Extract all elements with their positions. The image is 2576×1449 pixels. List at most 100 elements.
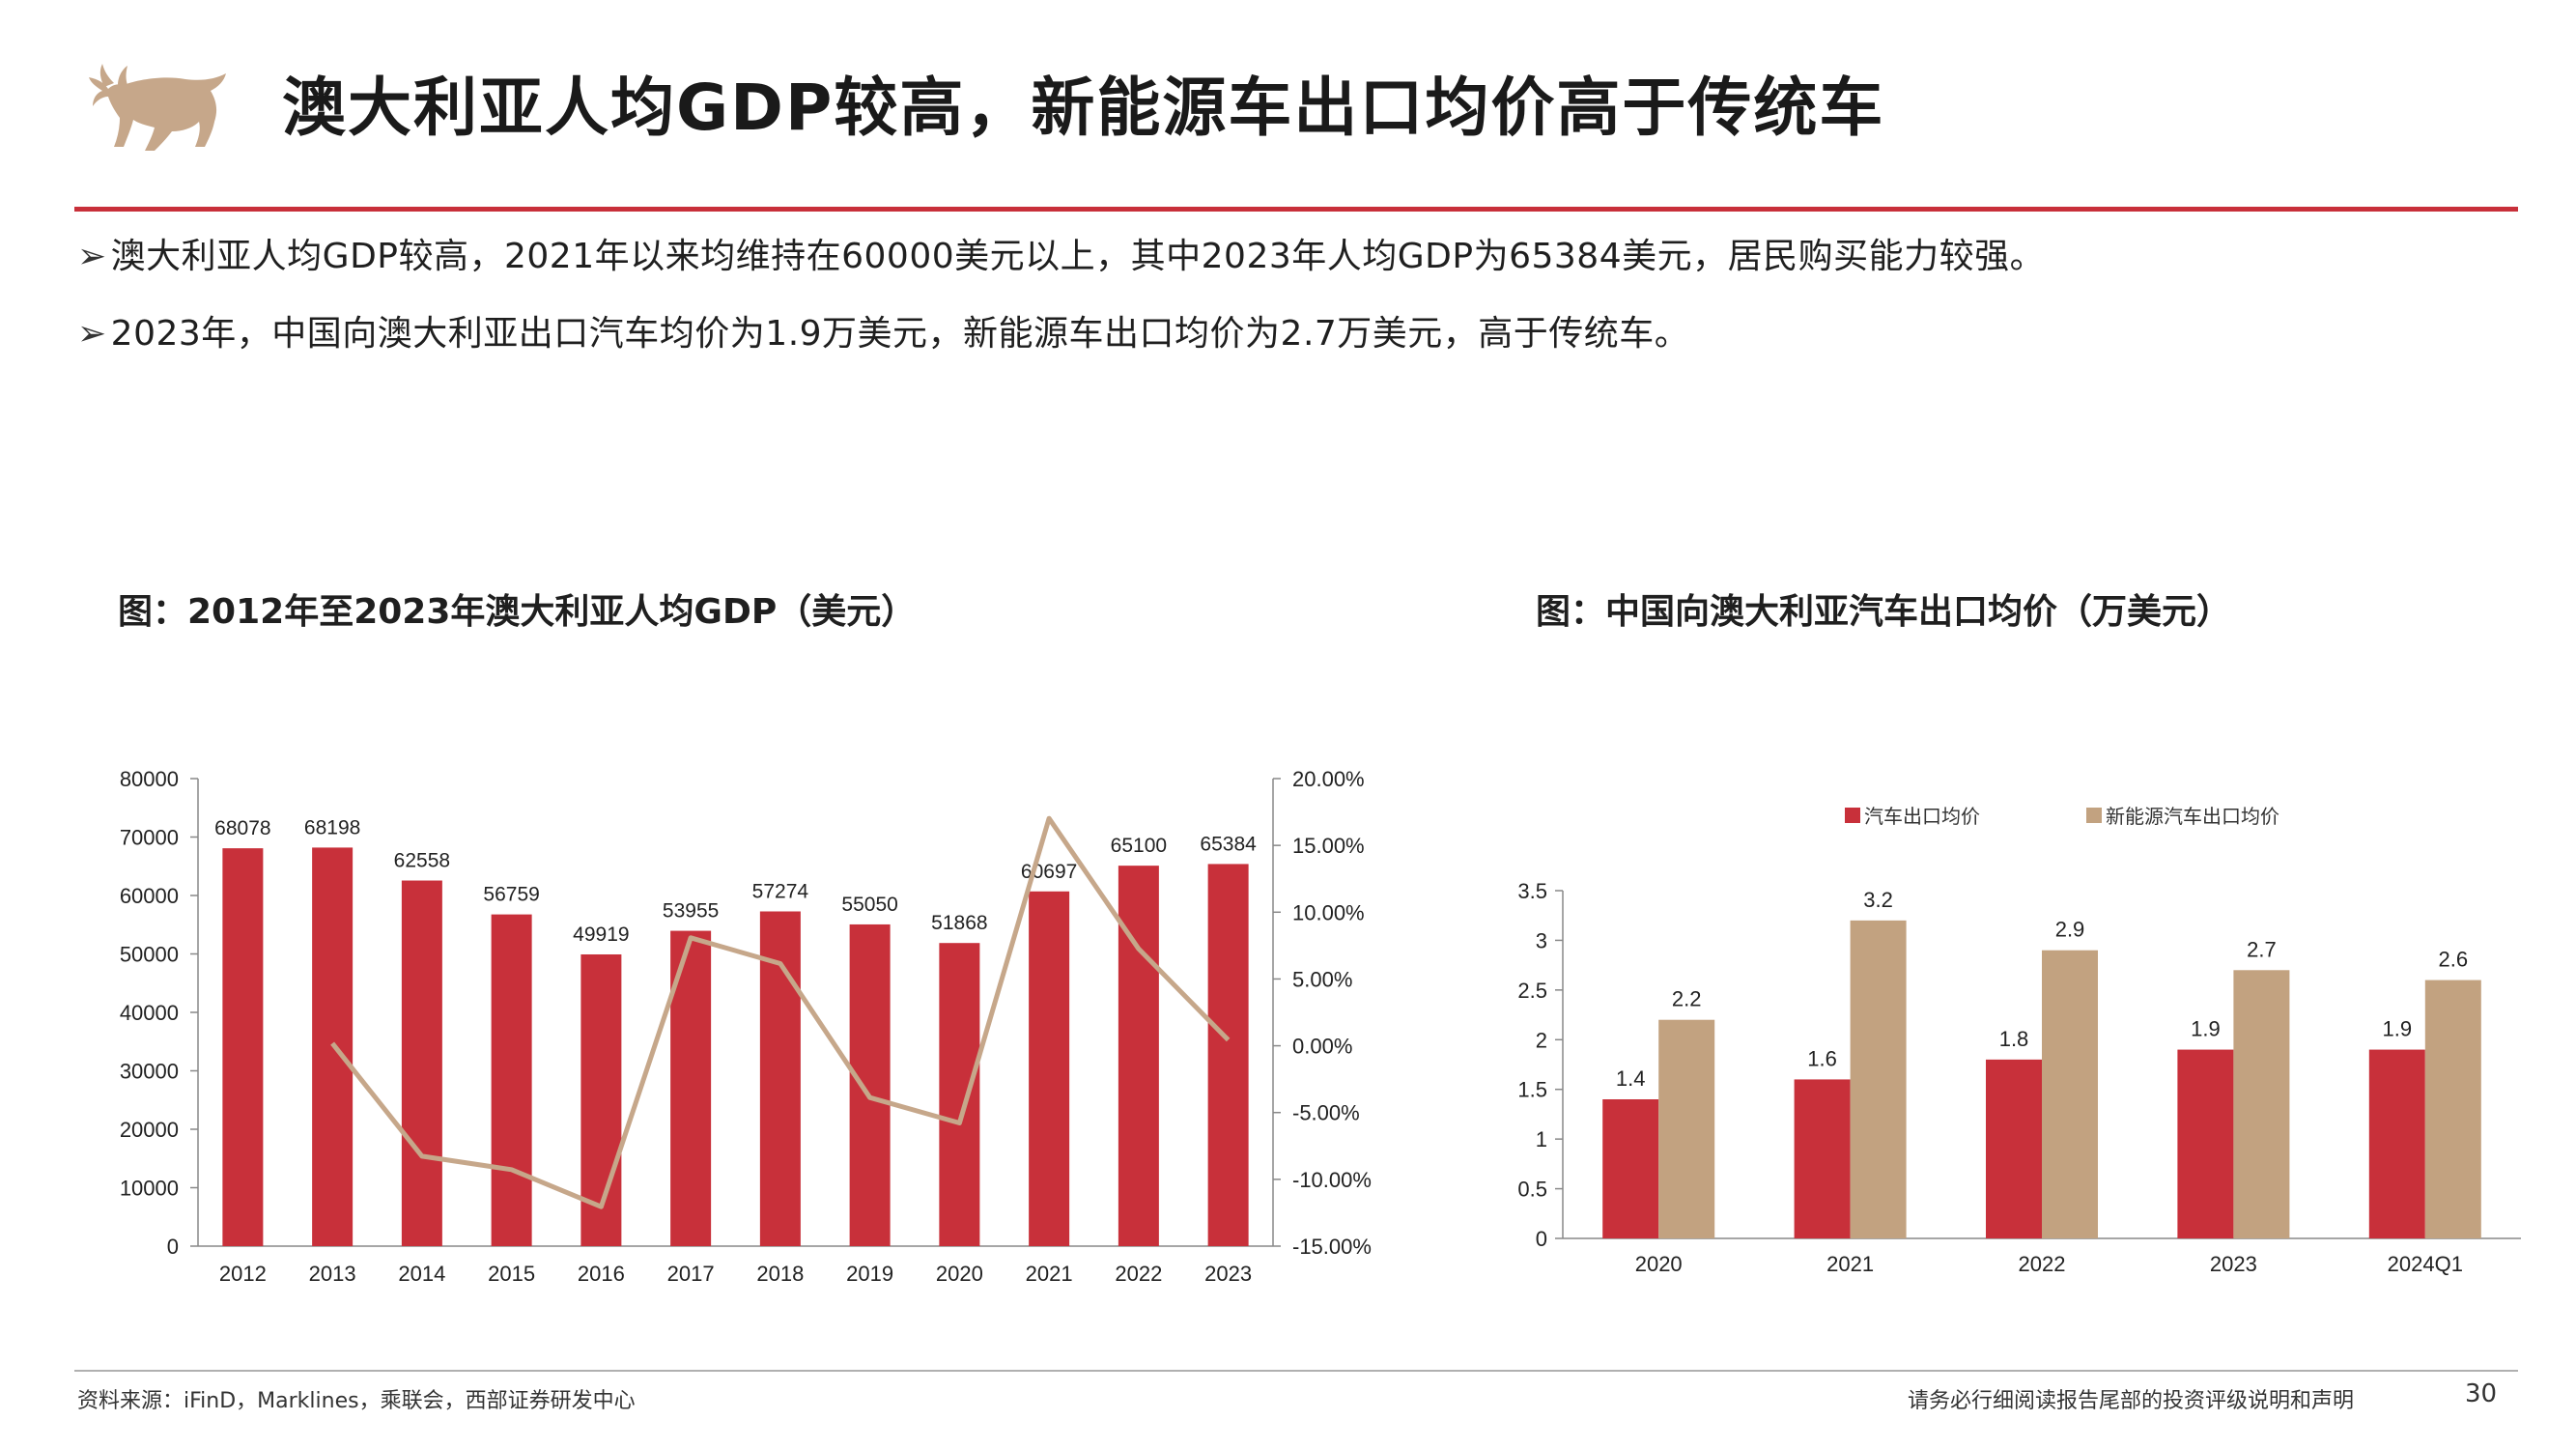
legend-label-2: 新能源汽车出口均价 [2106, 806, 2279, 828]
y-tick-label: 1.5 [1517, 1078, 1547, 1102]
bar [491, 914, 532, 1246]
bar-series-1 [1794, 1079, 1851, 1238]
data-label: 68078 [214, 817, 270, 839]
source-note: 资料来源：iFinD，Marklines，乘联会，西部证券研发中心 [77, 1389, 636, 1413]
y-tick-label-left: 30000 [120, 1060, 179, 1084]
data-label: 56759 [483, 884, 539, 906]
bar-series-2 [2424, 980, 2481, 1238]
y-tick-label-right: -15.00% [1292, 1235, 1372, 1259]
y-tick-label-right: 15.00% [1292, 834, 1365, 858]
data-label: 55050 [841, 894, 897, 916]
data-label: 65384 [1200, 833, 1257, 855]
data-label: 51868 [931, 912, 987, 934]
bar-series-2 [2042, 950, 2098, 1238]
x-tick-label: 2021 [1826, 1252, 1874, 1276]
x-tick-label: 2013 [309, 1262, 356, 1286]
y-tick-label-right: 10.00% [1292, 900, 1365, 924]
data-label: 57274 [752, 880, 809, 902]
growth-line [330, 815, 1231, 1209]
bull-icon [89, 64, 226, 151]
data-label: 3.2 [1863, 888, 1893, 912]
bullet-1: ➢ 澳大利亚人均GDP较高，2021年以来均维持在60000美元以上，其中2023… [77, 228, 2045, 278]
y-tick-label-right: -5.00% [1292, 1101, 1360, 1125]
bar-series-1 [2177, 1049, 2234, 1238]
legend-label-1: 汽车出口均价 [1864, 806, 1980, 828]
data-label: 1.4 [1616, 1066, 1646, 1091]
data-label: 1.9 [2383, 1017, 2413, 1041]
x-tick-label: 2018 [756, 1262, 804, 1286]
y-tick-label: 3.5 [1517, 879, 1547, 903]
bar [849, 923, 891, 1246]
x-tick-label: 2020 [1635, 1252, 1683, 1276]
data-label: 1.8 [1999, 1027, 2029, 1051]
y-tick-label-right: 20.00% [1292, 767, 1365, 791]
legend-swatch-2 [2086, 808, 2102, 823]
bullet-text: 2023年，中国向澳大利亚出口汽车均价为1.9万美元，新能源车出口均价为2.7万… [110, 314, 1690, 354]
bar [401, 880, 442, 1246]
x-tick-label: 2016 [578, 1262, 625, 1286]
x-tick-label: 2024Q1 [2388, 1252, 2463, 1276]
y-tick-label: 0.5 [1517, 1178, 1547, 1202]
chart-2-title: 图：中国向澳大利亚汽车出口均价（万美元） [1536, 592, 2232, 632]
x-tick-label: 2012 [219, 1262, 267, 1286]
x-tick-label: 2017 [667, 1262, 715, 1286]
y-tick-label-right: -10.00% [1292, 1168, 1372, 1192]
bullet-arrow-icon: ➢ [77, 237, 107, 276]
x-tick-label: 2015 [488, 1262, 535, 1286]
data-label: 68198 [304, 816, 360, 838]
footer-divider [74, 1370, 2518, 1372]
bar-series-2 [1658, 1019, 1715, 1238]
x-tick-label: 2014 [398, 1262, 445, 1286]
y-tick-label-right: 5.00% [1292, 967, 1352, 991]
y-tick-label-left: 40000 [120, 1001, 179, 1025]
y-tick-label: 1 [1536, 1127, 1547, 1151]
bar [222, 848, 264, 1246]
data-label: 53955 [663, 900, 719, 923]
data-label: 2.6 [2439, 948, 2469, 972]
x-tick-label: 2022 [1115, 1262, 1162, 1286]
x-tick-label: 2020 [936, 1262, 983, 1286]
y-tick-label-right: 0.00% [1292, 1035, 1352, 1059]
bullet-2: ➢ 2023年，中国向澳大利亚出口汽车均价为1.9万美元，新能源车出口均价为2.7… [77, 305, 1689, 355]
x-tick-label: 2023 [2210, 1252, 2257, 1276]
data-label: 49919 [573, 923, 629, 946]
y-tick-label: 2 [1536, 1028, 1547, 1052]
x-tick-label: 2023 [1204, 1262, 1252, 1286]
chart-1-title: 图：2012年至2023年澳大利亚人均GDP（美元） [118, 592, 917, 632]
bullet-text: 澳大利亚人均GDP较高，2021年以来均维持在60000美元以上，其中2023年… [110, 237, 2046, 276]
data-label: 2.7 [2247, 937, 2277, 961]
bar-series-2 [1850, 920, 1907, 1238]
bullet-arrow-icon: ➢ [77, 314, 107, 354]
y-tick-label-left: 80000 [120, 767, 179, 791]
y-tick-label-left: 10000 [120, 1177, 179, 1201]
y-tick-label-left: 60000 [120, 884, 179, 908]
page-title: 澳大利亚人均GDP较高，新能源车出口均价高于传统车 [282, 71, 1885, 145]
bar-series-1 [1986, 1059, 2042, 1238]
header-divider [74, 207, 2518, 212]
bar [1029, 891, 1070, 1246]
data-label: 1.9 [2191, 1017, 2221, 1041]
y-tick-label: 2.5 [1517, 979, 1547, 1003]
bar-series-1 [2368, 1049, 2425, 1238]
x-tick-label: 2021 [1026, 1262, 1073, 1286]
legend-swatch-1 [1845, 808, 1860, 823]
data-label: 2.2 [1672, 987, 1702, 1011]
y-tick-label-left: 0 [167, 1235, 179, 1259]
y-tick-label-left: 50000 [120, 943, 179, 967]
page-number: 30 [2465, 1379, 2498, 1408]
bar-series-2 [2233, 970, 2290, 1238]
y-tick-label: 3 [1536, 928, 1547, 952]
bar-series-1 [1602, 1099, 1659, 1238]
data-label: 62558 [394, 850, 450, 872]
bar [580, 953, 622, 1246]
data-label: 2.9 [2055, 918, 2085, 942]
data-label: 65100 [1111, 835, 1167, 857]
bar [1207, 864, 1249, 1246]
y-tick-label: 0 [1536, 1227, 1547, 1251]
y-tick-label-left: 20000 [120, 1118, 179, 1142]
x-tick-label: 2019 [846, 1262, 893, 1286]
x-tick-label: 2022 [2019, 1252, 2066, 1276]
disclaimer: 请务必行细阅读报告尾部的投资评级说明和声明 [1908, 1389, 2355, 1413]
